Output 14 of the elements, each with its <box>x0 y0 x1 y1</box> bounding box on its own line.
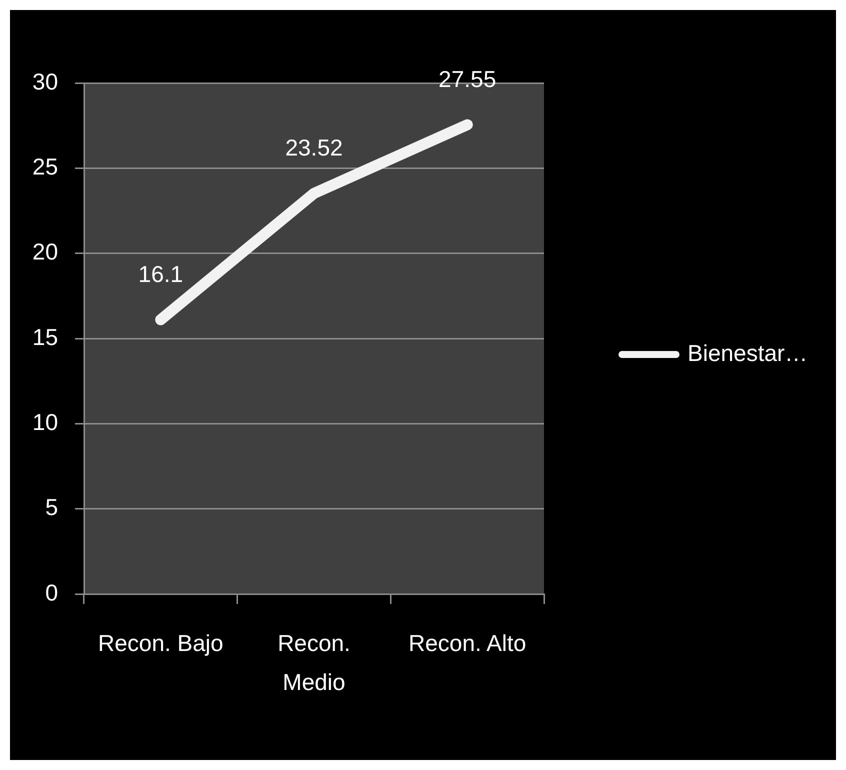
x-tick-label: Recon. Alto <box>408 630 526 656</box>
y-tick-label: 0 <box>45 579 58 606</box>
legend-label: Bienestar… <box>688 340 808 366</box>
x-tick-label: Recon. Bajo <box>98 630 224 656</box>
y-tick-label: 20 <box>32 238 58 265</box>
y-tick-label: 15 <box>32 324 58 350</box>
x-tick-label: Recon. Medio <box>278 630 350 695</box>
y-tick-label: 30 <box>32 68 58 94</box>
data-label: 16.1 <box>138 261 184 288</box>
data-label: 23.52 <box>285 134 343 161</box>
data-label: 27.55 <box>438 66 496 92</box>
y-tick-label: 25 <box>32 154 58 180</box>
y-tick-label: 10 <box>32 409 58 436</box>
y-tick-label: 5 <box>45 494 58 520</box>
